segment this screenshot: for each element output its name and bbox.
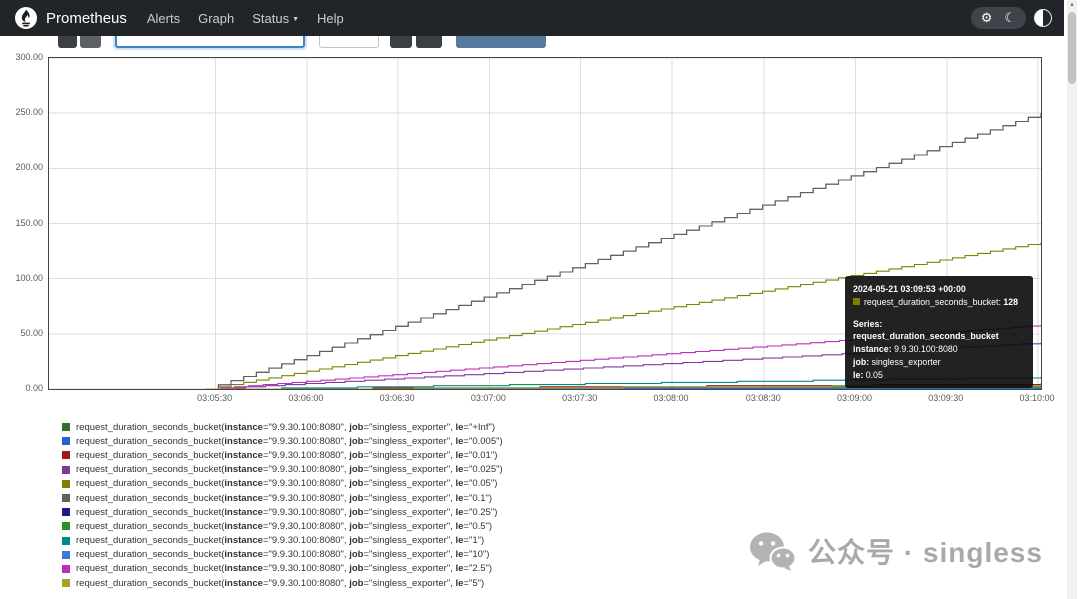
nav-item-graph[interactable]: Graph (198, 10, 235, 26)
legend-series-text: request_duration_seconds_bucket(instance… (76, 464, 503, 476)
brand[interactable]: Prometheus (14, 6, 127, 30)
legend-swatch (62, 579, 70, 588)
x-tick-label: 03:07:00 (470, 393, 506, 403)
legend-swatch (62, 536, 70, 545)
legend-series-text: request_duration_seconds_bucket(instance… (76, 520, 493, 532)
legend-item-le-2.5[interactable]: request_duration_seconds_bucket(instance… (62, 562, 503, 576)
y-tick-label: 200.00 (15, 162, 43, 173)
navbar-icon-group: ⚙ ☾ (970, 7, 1026, 29)
series-line-le-0.05 (205, 242, 1041, 389)
toolbar-control-5[interactable] (416, 36, 442, 48)
legend-item-le-10[interactable]: request_duration_seconds_bucket(instance… (62, 548, 503, 562)
x-tick-label: 03:05:30 (197, 393, 233, 403)
x-tick-label: 03:06:00 (288, 393, 324, 403)
legend-swatch (62, 522, 70, 531)
legend-series-text: request_duration_seconds_bucket(instance… (76, 563, 493, 575)
legend-series-text: request_duration_seconds_bucket(instance… (76, 492, 493, 504)
tooltip-timestamp: 2024-05-21 03:09:53 +00:00 (853, 284, 966, 294)
y-tick-label: 0.00 (25, 383, 43, 393)
legend-swatch (62, 423, 70, 432)
x-tick-label: 03:09:00 (836, 393, 872, 403)
scrollbar-up-arrow[interactable]: ▲ (1067, 0, 1077, 11)
series-line-le-0.1 (205, 113, 1041, 389)
wechat-icon (748, 530, 797, 572)
legend-swatch (62, 564, 70, 573)
tooltip-value: 128 (1003, 296, 1019, 307)
tooltip-label-job: job: singless_exporter (853, 356, 941, 367)
nav-item-status[interactable]: Status ▼ (252, 10, 300, 26)
prometheus-logo-icon (14, 6, 38, 30)
scrollbar[interactable]: ▲ (1067, 0, 1077, 599)
chevron-down-icon: ▼ (292, 15, 300, 23)
legend-item-le-+Inf[interactable]: request_duration_seconds_bucket(instance… (62, 420, 503, 434)
legend-series-text: request_duration_seconds_bucket(instance… (76, 435, 503, 447)
y-tick-label: 150.00 (15, 217, 43, 228)
legend-swatch (62, 451, 70, 460)
navbar-right-controls: ⚙ ☾ (970, 7, 1052, 29)
watermark: 公众号 · singless (748, 530, 1043, 572)
legend-swatch (62, 479, 70, 488)
moon-theme-icon[interactable]: ☾ (1004, 10, 1016, 25)
toolbar-control-2[interactable] (80, 36, 101, 48)
legend-series-text: request_duration_seconds_bucket(instance… (76, 421, 495, 433)
toolbar-control-1[interactable] (58, 36, 77, 48)
legend-swatch (62, 508, 70, 517)
legend-series-text: request_duration_seconds_bucket(instance… (76, 449, 498, 461)
tooltip-labels: instance: 9.9.30.100:8080 job: singless_e… (853, 343, 1025, 381)
legend-swatch (62, 437, 70, 446)
legend-series-text: request_duration_seconds_bucket(instance… (76, 506, 498, 518)
legend-series-text: request_duration_seconds_bucket(instance… (76, 577, 485, 589)
legend-swatch (62, 465, 70, 474)
legend-item-le-0.25[interactable]: request_duration_seconds_bucket(instance… (62, 505, 503, 519)
navbar: Prometheus Alerts Graph Status ▼ Help ⚙ ☾ (0, 0, 1066, 36)
scrollbar-thumb[interactable] (1068, 12, 1076, 84)
graph-canvas[interactable] (49, 58, 1041, 389)
x-tick-label: 03:08:00 (653, 393, 689, 403)
legend-item-le-0.01[interactable]: request_duration_seconds_bucket(instance… (62, 448, 503, 462)
tooltip-label-le: le: 0.05 (853, 369, 883, 380)
x-tick-label: 03:06:30 (379, 393, 415, 403)
tooltip-metric: request_duration_seconds_bucket (864, 296, 999, 307)
legend-item-le-1[interactable]: request_duration_seconds_bucket(instance… (62, 534, 503, 548)
contrast-toggle-icon[interactable] (1034, 9, 1052, 27)
y-tick-label: 100.00 (15, 272, 43, 283)
toolbar-control-4[interactable] (390, 36, 412, 48)
y-tick-label: 50.00 (20, 327, 43, 338)
legend-item-le-0.5[interactable]: request_duration_seconds_bucket(instance… (62, 519, 503, 533)
query-input[interactable] (115, 36, 305, 48)
legend-series-text: request_duration_seconds_bucket(instance… (76, 535, 485, 547)
legend-item-le-0.025[interactable]: request_duration_seconds_bucket(instance… (62, 463, 503, 477)
x-tick-label: 03:09:30 (928, 393, 964, 403)
nav-links: Alerts Graph Status ▼ Help (147, 11, 344, 26)
x-tick-label: 03:07:30 (562, 393, 598, 403)
tooltip-series-swatch (853, 297, 860, 305)
tooltip-series-heading: Series: (853, 318, 883, 329)
graph-legend: request_duration_seconds_bucket(instance… (62, 420, 503, 590)
tooltip-series-name: request_duration_seconds_bucket (853, 331, 999, 342)
nav-item-alerts[interactable]: Alerts (146, 10, 181, 26)
y-tick-label: 300.00 (15, 52, 43, 62)
graph-tooltip: 2024-05-21 03:09:53 +00:00 request_durat… (845, 276, 1033, 389)
settings-gear-icon[interactable]: ⚙ (980, 10, 993, 25)
legend-series-text: request_duration_seconds_bucket(instance… (76, 549, 490, 561)
x-tick-label: 03:10:00 (1019, 393, 1055, 403)
nav-item-help[interactable]: Help (317, 10, 344, 26)
brand-title: Prometheus (46, 9, 127, 27)
x-tick-label: 03:08:30 (745, 393, 781, 403)
legend-series-text: request_duration_seconds_bucket(instance… (76, 478, 498, 490)
legend-item-le-0.005[interactable]: request_duration_seconds_bucket(instance… (62, 434, 503, 448)
tooltip-value-row: request_duration_seconds_bucket: 128 (853, 296, 1025, 309)
watermark-text: 公众号 · singless (808, 537, 1043, 568)
query-toolbar-cropped (0, 36, 1066, 50)
legend-swatch (62, 494, 70, 503)
legend-item-le-5[interactable]: request_duration_seconds_bucket(instance… (62, 576, 503, 590)
y-tick-label: 250.00 (15, 107, 43, 118)
legend-item-le-0.05[interactable]: request_duration_seconds_bucket(instance… (62, 477, 503, 491)
legend-item-le-0.1[interactable]: request_duration_seconds_bucket(instance… (62, 491, 503, 505)
toolbar-control-3[interactable] (319, 36, 379, 48)
toolbar-primary-button[interactable] (456, 36, 546, 48)
legend-swatch (62, 550, 70, 559)
tooltip-label-instance: instance: 9.9.30.100:8080 (853, 344, 958, 354)
